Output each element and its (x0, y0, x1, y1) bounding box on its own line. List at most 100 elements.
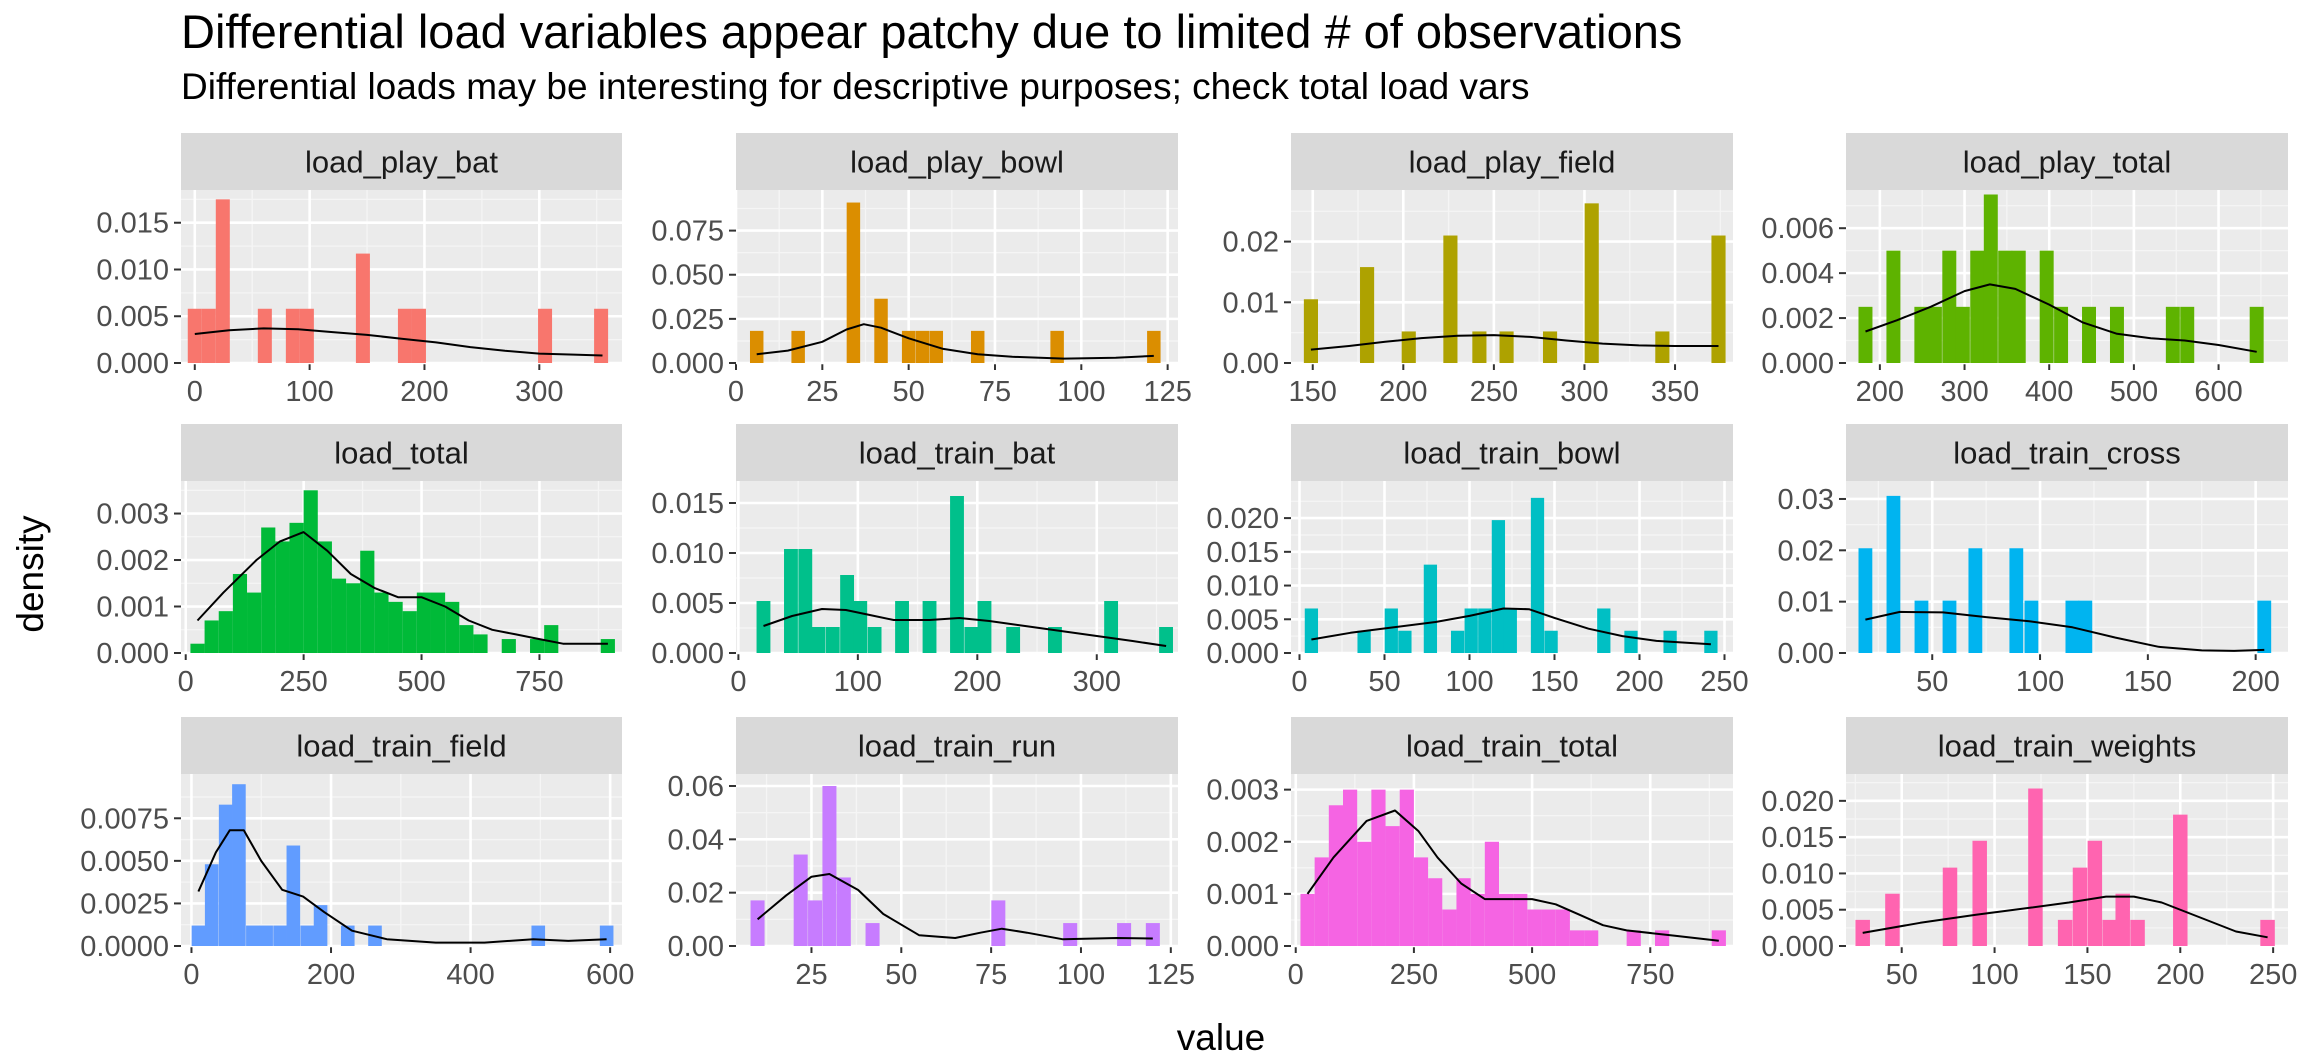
facet-strip (181, 717, 622, 774)
x-tick-label: 100 (285, 376, 333, 408)
histogram-bar (1499, 331, 1514, 363)
facet-strip-label: load_train_weights (1938, 729, 2197, 764)
histogram-bar (2102, 919, 2117, 946)
y-tick-label: 0.01 (1223, 287, 1279, 319)
histogram-bar (1401, 331, 1416, 363)
histogram-bar (1357, 841, 1372, 946)
chart-subtitle: Differential loads may be interesting fo… (181, 66, 1530, 107)
density-curve (196, 531, 608, 645)
histogram-bar (1371, 789, 1386, 946)
y-tick-label: 0.02 (668, 878, 724, 910)
histogram-bar (1584, 930, 1599, 946)
histogram-bar (397, 308, 412, 363)
x-tick-label: 100 (2016, 666, 2064, 698)
histogram-bar (867, 627, 882, 653)
facet-panel: load_train_cross 50 100 150 200 0.00 0.01 0.02 0… (1778, 424, 2288, 698)
histogram-bar (1443, 235, 1458, 363)
y-tick-label: 0.000 (1206, 931, 1279, 963)
histogram-bar (2180, 306, 2195, 363)
y-tick-label: 0.010 (96, 254, 169, 286)
facet-strip-label: load_play_field (1409, 145, 1616, 180)
x-axis-label: value (1176, 1017, 1266, 1058)
x-tick-label: 250 (2249, 959, 2297, 991)
histogram-bar (261, 527, 276, 653)
x-tick-label: 25 (795, 959, 827, 991)
histogram-bar (1655, 930, 1670, 946)
x-tick-label: 250 (1700, 666, 1748, 698)
x-tick-label: 200 (2231, 666, 2279, 698)
histogram-bar (1472, 331, 1487, 363)
histogram-bar (915, 330, 930, 363)
histogram-bar (808, 900, 823, 946)
facet-panel: load_train_field 0 200 400 600 0.0000 0.0025 0.… (80, 717, 634, 991)
y-tick-label: 0.020 (1206, 503, 1279, 535)
histogram-bar (2011, 250, 2026, 363)
facet-strip-label: load_total (334, 436, 468, 471)
histogram-bar (1450, 630, 1465, 653)
histogram-bar (970, 330, 985, 363)
histogram-bar (289, 522, 304, 653)
x-tick-label: 200 (1615, 666, 1663, 698)
x-tick-label: 75 (975, 959, 1007, 991)
histogram-bar (2057, 919, 2073, 946)
x-tick-label: 50 (1886, 959, 1918, 991)
histogram-bar (2039, 250, 2054, 363)
histogram-bar (501, 639, 516, 653)
histogram-bar (1456, 878, 1471, 946)
density-curve (194, 327, 603, 357)
x-tick-label: 500 (397, 666, 445, 698)
histogram-bar (1050, 330, 1064, 363)
histogram-bar (374, 592, 389, 653)
facet-strip (1291, 717, 1733, 774)
y-tick-label: 0.000 (1761, 931, 1834, 963)
density-curve (1862, 895, 2268, 939)
y-tick-label: 0.04 (668, 824, 724, 856)
facet-strip-label: load_train_cross (1953, 436, 2180, 471)
y-tick-label: 0.001 (1206, 879, 1279, 911)
density-curve (1310, 334, 1719, 351)
histogram-bar (1104, 601, 1119, 653)
histogram-bar (187, 308, 202, 363)
histogram-bar (215, 199, 230, 363)
histogram-bar (1006, 627, 1021, 653)
histogram-bar (388, 601, 403, 653)
histogram-bar (1858, 306, 1873, 363)
histogram-bar (991, 900, 1006, 946)
y-tick-label: 0.005 (1761, 895, 1834, 927)
histogram-bar (201, 308, 216, 363)
histogram-bar (1442, 909, 1457, 946)
histogram-bar (1886, 250, 1901, 363)
density-curve (756, 323, 1154, 360)
y-tick-label: 0.000 (1206, 638, 1279, 670)
histogram-bar (2072, 867, 2088, 946)
histogram-bar (1555, 909, 1570, 946)
histogram-bar (355, 253, 370, 363)
histogram-bar (1159, 627, 1173, 653)
panel-background (736, 190, 1178, 363)
y-tick-label: 0.015 (1761, 822, 1834, 854)
x-tick-label: 150 (1530, 666, 1578, 698)
histogram-bar (1399, 789, 1414, 946)
histogram-bar (1597, 608, 1611, 653)
histogram-bar (1464, 608, 1478, 653)
x-tick-label: 125 (1143, 376, 1191, 408)
histogram-bar (784, 549, 798, 653)
histogram-bar (303, 490, 318, 653)
density-curve (1865, 610, 2265, 652)
x-tick-label: 200 (400, 376, 448, 408)
density-curve (1311, 607, 1711, 646)
x-tick-label: 750 (1626, 959, 1674, 991)
histogram-bar (1972, 840, 1987, 946)
facet-strip (1291, 133, 1733, 190)
facet-strip (181, 424, 622, 481)
histogram-bar (1711, 235, 1726, 363)
y-tick-label: 0.075 (651, 216, 724, 248)
facet-panel: load_train_weights 50 100 150 200 250 0.000 0.0… (1761, 717, 2297, 991)
facet-panel: load_play_total 200 300 400 500 600 0.000 0.002… (1761, 133, 2288, 408)
x-tick-label: 150 (1289, 376, 1337, 408)
facet-strip (736, 717, 1178, 774)
x-tick-label: 50 (885, 959, 917, 991)
histogram-bar (1886, 495, 1901, 653)
histogram-bar (2078, 600, 2093, 653)
x-tick-label: 200 (953, 666, 1001, 698)
